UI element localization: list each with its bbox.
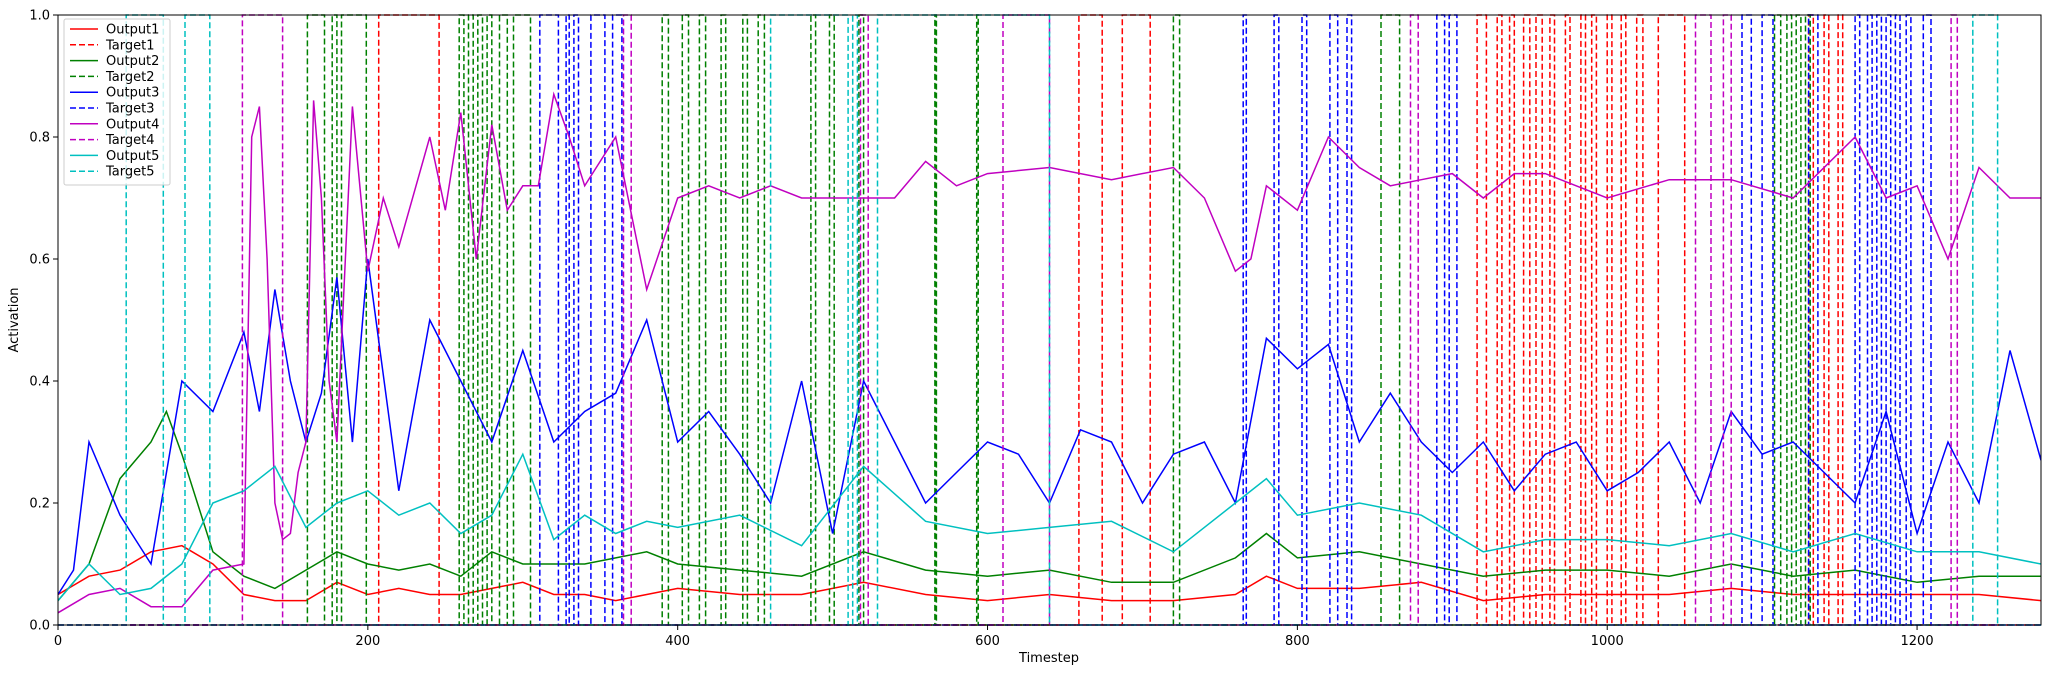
y-tick-label: 0.6 bbox=[29, 253, 50, 268]
x-axis-title: Timestep bbox=[1018, 651, 1079, 666]
legend-label: Target5 bbox=[105, 165, 155, 180]
series-line-output4 bbox=[58, 91, 2041, 614]
y-tick-label: 0.8 bbox=[29, 131, 50, 146]
legend-label: Target4 bbox=[105, 133, 155, 148]
legend-label: Target2 bbox=[105, 70, 155, 85]
axis-ticks: 0 200 400 600 800 1000 1200 0.0 0.2 0.4 0.6 0.8 1.0 bbox=[29, 9, 1933, 650]
series-line-output3 bbox=[58, 258, 2041, 595]
legend-label: Output5 bbox=[106, 149, 159, 164]
y-tick-label: 1.0 bbox=[29, 9, 50, 24]
y-axis-title: Activation bbox=[7, 287, 22, 352]
series-line-output5 bbox=[58, 452, 2041, 602]
x-tick-label: 200 bbox=[355, 634, 380, 649]
y-tick-label: 0.0 bbox=[29, 619, 50, 634]
axes-frame bbox=[57, 14, 2042, 626]
legend-label: Output1 bbox=[106, 23, 159, 38]
x-tick-label: 800 bbox=[1285, 634, 1310, 649]
x-tick-label: 0 bbox=[54, 634, 62, 649]
x-tick-label: 400 bbox=[665, 634, 690, 649]
legend-label: Target1 bbox=[105, 38, 155, 53]
y-tick-label: 0.4 bbox=[29, 375, 50, 390]
x-tick-label: 1200 bbox=[1901, 634, 1934, 649]
y-tick-label: 0.2 bbox=[29, 497, 50, 512]
legend-label: Target3 bbox=[105, 102, 155, 117]
series-line-output2 bbox=[58, 409, 2041, 602]
legend-label: Output3 bbox=[106, 86, 159, 101]
legend-label: Output4 bbox=[106, 117, 159, 132]
legend-label: Output2 bbox=[106, 54, 159, 69]
legend: Output1Target1Output2Target2Output3Targe… bbox=[63, 18, 171, 186]
x-tick-label: 600 bbox=[975, 634, 1000, 649]
x-tick-label: 1000 bbox=[1591, 634, 1624, 649]
